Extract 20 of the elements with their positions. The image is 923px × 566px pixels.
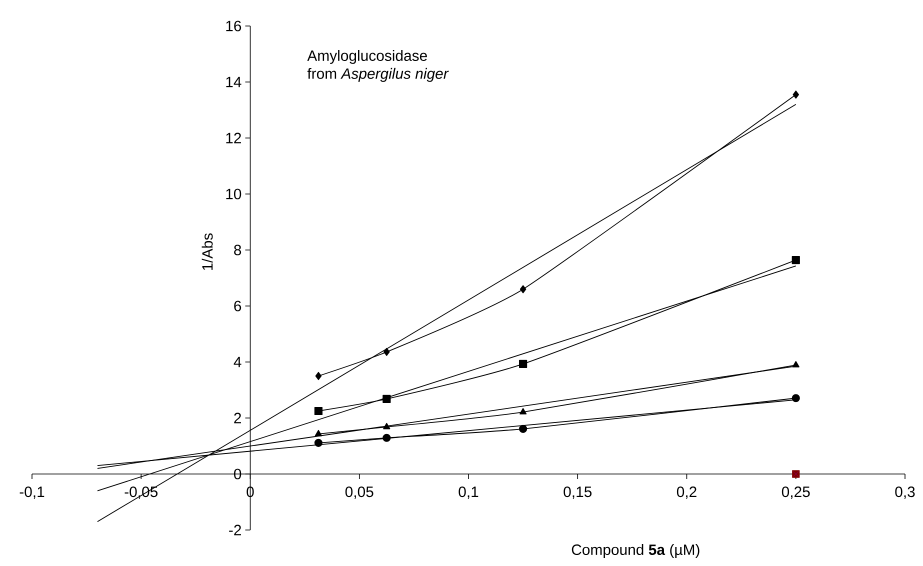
annotation: from Aspergilus niger (307, 68, 449, 82)
x-tick-label: 0,05 (345, 486, 374, 499)
x-tick-label: 0,25 (782, 486, 810, 499)
x-tick-label: 0,15 (564, 486, 592, 499)
y-tick-label: 12 (226, 132, 241, 144)
x-tick-label: 0,1 (458, 486, 478, 499)
x-tick-label: 0,3 (895, 486, 915, 499)
y-tick-label: 2 (234, 412, 241, 424)
y-tick-label: 10 (226, 188, 242, 200)
y-tick-label: 16 (226, 20, 242, 32)
y-tick-label: 14 (226, 76, 242, 88)
y-tick-label: -2 (229, 524, 241, 536)
x-axis-title: Compound 5a (µM) (572, 544, 700, 558)
y-tick-label: 4 (234, 356, 242, 368)
y-tick-label: 6 (234, 300, 242, 312)
y-axis-title: 1/Abs (202, 233, 213, 270)
x-tick-label: -0,1 (20, 486, 44, 499)
x-tick-label: 0,2 (676, 486, 696, 499)
annotation: Amyloglucosidase (307, 50, 427, 64)
y-tick-label: 8 (234, 244, 242, 256)
